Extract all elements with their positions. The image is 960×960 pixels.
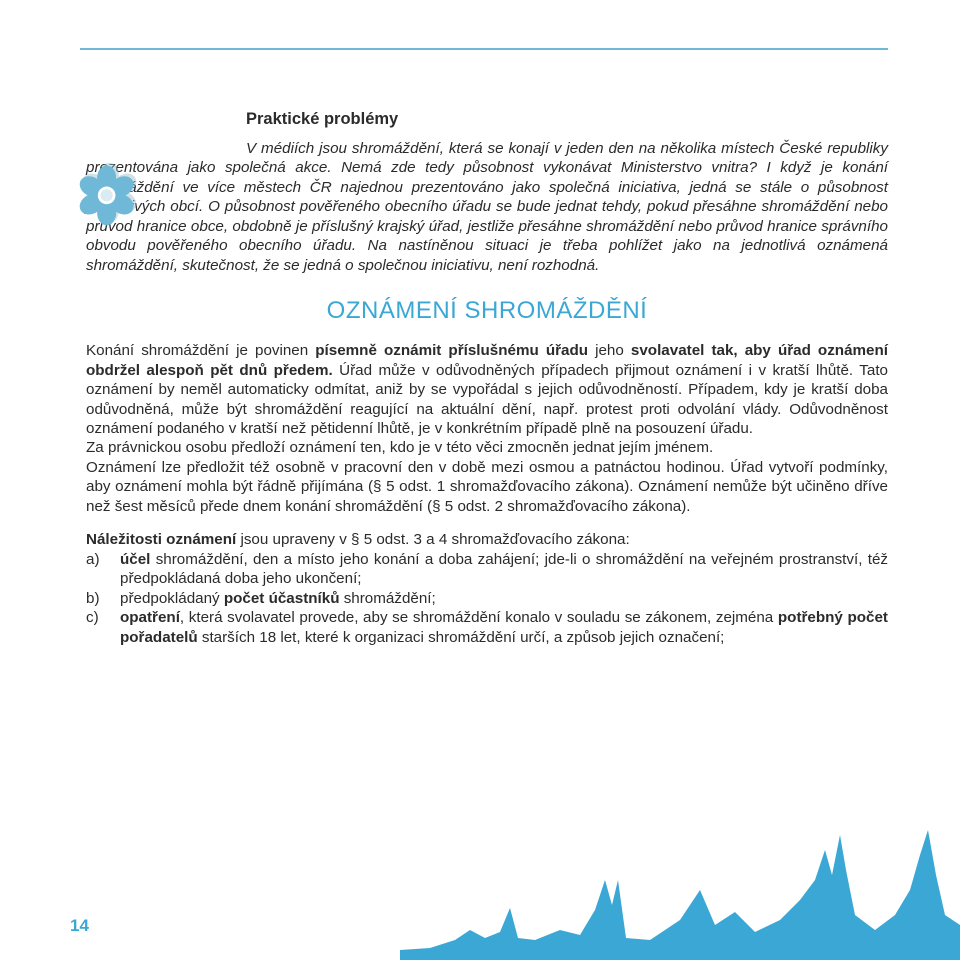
list-label-b: b) [86, 589, 120, 608]
flower-icon [74, 160, 142, 233]
list-c-4: starších 18 let, které k organizaci shro… [198, 629, 725, 646]
list-item-b: b) předpokládaný počet účastníků shromáž… [86, 589, 888, 608]
body-p1b: písemně oznámit příslušnému úřadu [315, 342, 588, 359]
list-b-2: počet účastníků [224, 590, 340, 607]
list-b-3: shromáždění; [339, 590, 435, 607]
body-text: Konání shromáždění je povinen písemně oz… [86, 341, 888, 647]
callout-body: V médiích jsou shromáždění, která se kon… [86, 139, 888, 275]
section-heading: OZNÁMENÍ SHROMÁŽDĚNÍ [86, 297, 888, 325]
list-c-1: opatření [120, 609, 180, 626]
list-c-2: , která svolavatel provede, aby se shrom… [180, 609, 778, 626]
list-item-a: a) účel shromáždění, den a místo jeho ko… [86, 550, 888, 589]
list-label-c: c) [86, 608, 120, 647]
list-item-c: c) opatření, která svolavatel provede, a… [86, 608, 888, 647]
skyline-decoration [400, 820, 960, 960]
page-number: 14 [70, 916, 89, 936]
body-p1c: jeho [588, 342, 631, 359]
list-a-2: shromáždění, den a místo jeho konání a d… [120, 551, 888, 587]
top-rule [80, 48, 888, 50]
body-p1a: Konání shromáždění je povinen [86, 342, 315, 359]
list-b-1: předpokládaný [120, 590, 224, 607]
callout-title: Praktické problémy [246, 110, 888, 129]
list-label-a: a) [86, 550, 120, 589]
list-intro-a: Náležitosti oznámení [86, 531, 236, 548]
callout-body-text: V médiích jsou shromáždění, která se kon… [86, 140, 888, 274]
body-p3: Oznámení lze předložit též osobně v prac… [86, 458, 888, 516]
list-a-1: účel [120, 551, 150, 568]
list-intro-b: jsou upraveny v § 5 odst. 3 a 4 shromažď… [236, 531, 629, 548]
body-p2: Za právnickou osobu předloží oznámení te… [86, 438, 888, 457]
